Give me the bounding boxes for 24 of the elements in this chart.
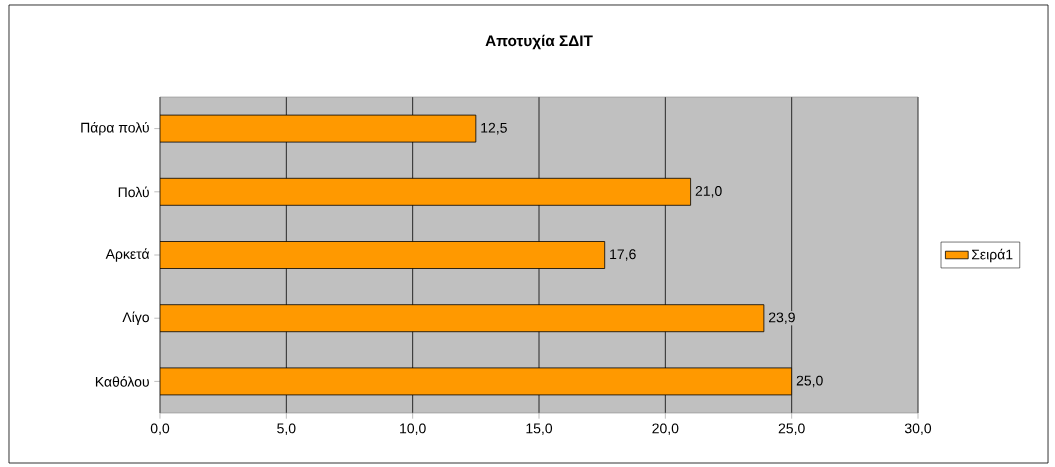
x-tick-label: 5,0	[277, 423, 296, 435]
y-tick-label: Αρκετά	[105, 248, 150, 262]
data-label: 17,6	[610, 249, 636, 261]
x-tick-label: 30,0	[904, 423, 932, 435]
bar	[160, 304, 765, 333]
y-tick-label: Καθόλου	[95, 376, 149, 387]
bar	[160, 114, 477, 143]
x-tick-label: 0,0	[150, 423, 170, 435]
y-tick-label: Πολύ	[118, 186, 149, 198]
bar	[160, 177, 691, 206]
x-tick-label: 25,0	[778, 423, 805, 435]
bar	[160, 367, 793, 396]
y-tick-label: Πάρα πολύ	[81, 121, 149, 136]
data-label: 25,0	[796, 375, 823, 388]
x-tick-label: 20,0	[652, 423, 679, 435]
chart-title: Αποτυχία ΣΔΙΤ	[485, 34, 593, 50]
data-label: 21,0	[695, 186, 722, 198]
legend-label: Σειρά1	[971, 248, 1013, 263]
bar	[160, 241, 606, 269]
y-tick-label: Λίγο	[122, 311, 149, 325]
x-tick-label: 10,0	[400, 423, 426, 435]
data-label: 12,5	[481, 122, 507, 135]
x-tick-label: 15,0	[526, 423, 553, 435]
data-label: 23,9	[768, 312, 795, 324]
